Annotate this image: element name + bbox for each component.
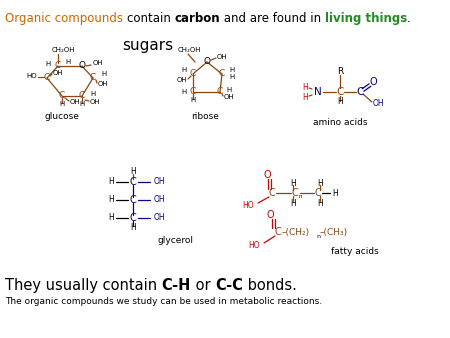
Text: O: O (203, 57, 211, 67)
Text: C: C (315, 188, 321, 198)
Text: Organic compounds: Organic compounds (5, 12, 127, 25)
Text: C: C (44, 73, 50, 82)
Text: R: R (337, 68, 343, 76)
Text: carbon: carbon (175, 12, 220, 25)
Text: C: C (190, 70, 196, 78)
Text: C: C (269, 188, 275, 198)
Text: n: n (316, 234, 320, 239)
Text: C: C (55, 62, 61, 71)
Text: H: H (46, 61, 51, 67)
Text: H: H (108, 214, 114, 222)
Text: O: O (78, 62, 86, 71)
Text: OH: OH (98, 81, 108, 87)
Text: or: or (191, 278, 216, 293)
Text: OH: OH (154, 177, 166, 187)
Text: N: N (314, 87, 322, 97)
Text: H: H (130, 168, 136, 176)
Text: O: O (263, 170, 271, 180)
Text: The organic compounds we study can be used in metabolic reactions.: The organic compounds we study can be us… (5, 297, 322, 306)
Text: OH: OH (224, 94, 234, 100)
Text: C: C (336, 87, 344, 97)
Text: C: C (130, 177, 136, 187)
Text: OH: OH (176, 77, 187, 83)
Text: H: H (229, 74, 234, 80)
Text: H: H (290, 198, 296, 208)
Text: C: C (79, 92, 85, 100)
Text: bonds.: bonds. (243, 278, 297, 293)
Text: H: H (317, 178, 323, 188)
Text: OH: OH (53, 70, 63, 76)
Text: –(CH₂): –(CH₂) (282, 227, 310, 237)
Text: H: H (229, 67, 234, 73)
Text: amino acids: amino acids (313, 118, 367, 127)
Text: C: C (59, 92, 65, 100)
Text: H: H (182, 67, 187, 73)
Text: C-C: C-C (216, 278, 243, 293)
Text: C: C (130, 195, 136, 205)
Text: H: H (108, 195, 114, 204)
Text: n: n (298, 194, 302, 199)
Text: H: H (79, 101, 85, 107)
Text: H: H (190, 97, 196, 103)
Text: contain: contain (127, 12, 175, 25)
Text: H: H (65, 59, 70, 65)
Text: H: H (101, 71, 106, 77)
Text: glucose: glucose (45, 112, 80, 121)
Text: H: H (337, 97, 343, 106)
Text: H: H (226, 87, 231, 93)
Text: H: H (317, 198, 323, 208)
Text: H: H (108, 177, 114, 187)
Text: C: C (190, 88, 196, 97)
Text: HO: HO (243, 200, 254, 210)
Text: H: H (332, 189, 338, 197)
Text: OH: OH (217, 54, 228, 60)
Text: C: C (130, 213, 136, 223)
Text: H: H (90, 91, 95, 97)
Text: HO: HO (27, 73, 37, 79)
Text: C: C (292, 188, 298, 198)
Text: H: H (59, 101, 65, 107)
Text: glycerol: glycerol (157, 236, 193, 245)
Text: OH: OH (154, 214, 166, 222)
Text: C: C (217, 88, 223, 97)
Text: HO: HO (248, 241, 260, 250)
Text: H: H (302, 93, 308, 101)
Text: C: C (274, 227, 281, 237)
Text: CH₂OH: CH₂OH (178, 47, 202, 53)
Text: C-H: C-H (162, 278, 191, 293)
Text: H: H (290, 178, 296, 188)
Text: OH: OH (373, 98, 385, 107)
Text: and are found in: and are found in (220, 12, 325, 25)
Text: ribose: ribose (191, 112, 219, 121)
Text: O: O (266, 210, 274, 220)
Text: H: H (182, 89, 187, 95)
Text: .: . (407, 12, 411, 25)
Text: H: H (130, 223, 136, 233)
Text: OH: OH (70, 99, 81, 105)
Text: OH: OH (154, 195, 166, 204)
Text: O: O (369, 77, 377, 87)
Text: OH: OH (90, 99, 101, 105)
Text: C: C (219, 70, 225, 78)
Text: CH₂OH: CH₂OH (52, 47, 76, 53)
Text: sugars: sugars (122, 38, 174, 53)
Text: C: C (90, 73, 96, 82)
Text: They usually contain: They usually contain (5, 278, 162, 293)
Text: OH: OH (93, 60, 104, 66)
Text: living things: living things (325, 12, 407, 25)
Text: –(CH₃): –(CH₃) (320, 227, 348, 237)
Text: fatty acids: fatty acids (331, 247, 379, 256)
Text: C: C (356, 87, 364, 97)
Text: H: H (302, 82, 308, 92)
